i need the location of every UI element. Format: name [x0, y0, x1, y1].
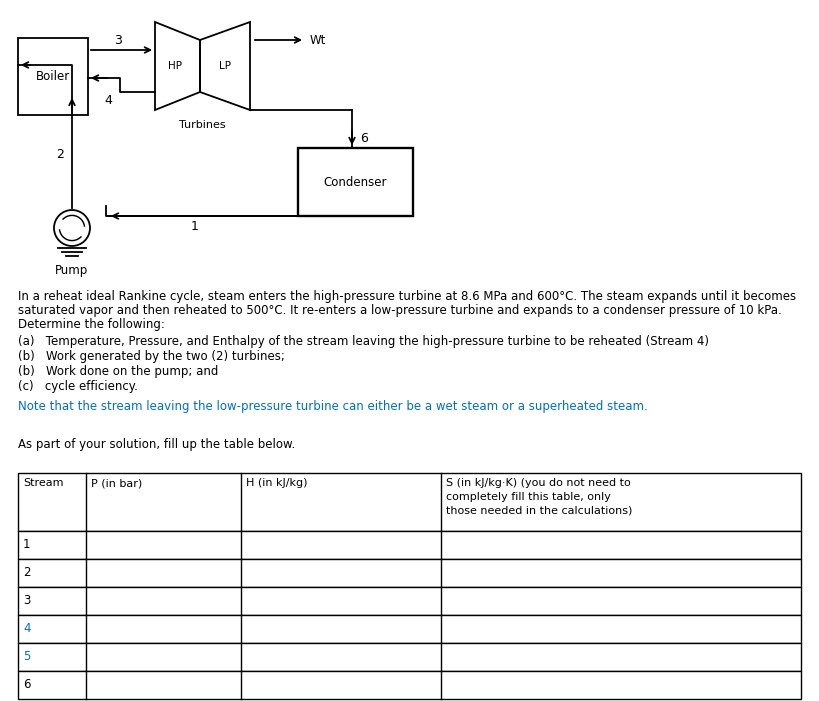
Text: LP: LP	[219, 61, 231, 71]
Bar	[18, 643, 801, 671]
Text: (b)   Work generated by the two (2) turbines;: (b) Work generated by the two (2) turbin…	[18, 350, 285, 363]
Text: H (in kJ/kg): H (in kJ/kg)	[246, 478, 307, 488]
Text: Determine the following:: Determine the following:	[18, 318, 165, 331]
Text: Wt: Wt	[310, 34, 327, 46]
Text: HP: HP	[168, 61, 182, 71]
Text: Turbines: Turbines	[179, 120, 225, 130]
Text: saturated vapor and then reheated to 500°C. It re-enters a low-pressure turbine : saturated vapor and then reheated to 500…	[18, 304, 782, 317]
Circle shape	[54, 210, 90, 246]
Text: 5: 5	[23, 650, 30, 663]
Text: 3: 3	[114, 34, 122, 46]
Text: (c)   cycle efficiency.: (c) cycle efficiency.	[18, 380, 138, 393]
Text: 4: 4	[104, 93, 112, 107]
Text: Condenser: Condenser	[324, 175, 387, 189]
Bar	[18, 615, 801, 643]
Text: Pump: Pump	[56, 264, 88, 277]
Bar	[18, 587, 801, 615]
Bar	[18, 671, 801, 699]
Text: 4: 4	[23, 622, 30, 635]
Text: Note that the stream leaving the low-pressure turbine can either be a wet steam : Note that the stream leaving the low-pre…	[18, 400, 648, 413]
Text: As part of your solution, fill up the table below.: As part of your solution, fill up the ta…	[18, 438, 296, 451]
Text: 6: 6	[360, 132, 368, 144]
Text: 2: 2	[23, 566, 30, 579]
Text: (b)   Work done on the pump; and: (b) Work done on the pump; and	[18, 365, 219, 378]
Bar	[18, 473, 801, 531]
Text: 2: 2	[56, 149, 64, 161]
Text: 6: 6	[23, 678, 30, 691]
Text: 3: 3	[23, 594, 30, 607]
Text: (a)   Temperature, Pressure, and Enthalpy of the stream leaving the high-pressur: (a) Temperature, Pressure, and Enthalpy …	[18, 335, 709, 348]
Text: Boiler: Boiler	[36, 70, 70, 83]
Text: Stream: Stream	[23, 478, 64, 488]
Bar	[18, 531, 801, 559]
Text: 1: 1	[23, 538, 30, 551]
Text: S (in kJ/kg·K) (you do not need to
completely fill this table, only
those needed: S (in kJ/kg·K) (you do not need to compl…	[446, 478, 632, 515]
Text: In a reheat ideal Rankine cycle, steam enters the high-pressure turbine at 8.6 M: In a reheat ideal Rankine cycle, steam e…	[18, 290, 796, 303]
Bar	[298, 148, 413, 216]
Bar	[18, 559, 801, 587]
Text: P (in bar): P (in bar)	[91, 478, 143, 488]
Bar	[18, 38, 88, 115]
Text: 1: 1	[191, 219, 199, 233]
